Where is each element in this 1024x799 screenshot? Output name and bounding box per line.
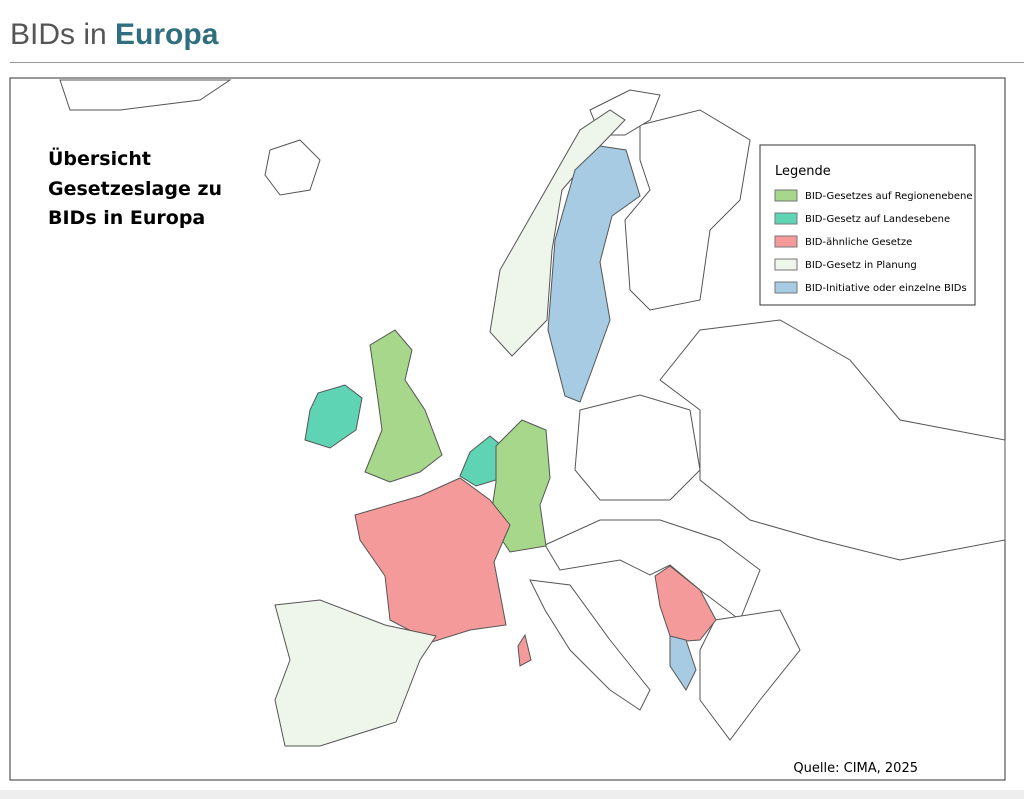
eastern-europe (659, 319, 1006, 561)
italy (529, 579, 651, 711)
poland (574, 394, 701, 501)
divider (10, 62, 1024, 63)
central-europe (544, 519, 761, 621)
legend-swatch (774, 212, 798, 225)
map-title-line: Gesetzeslage zu (48, 178, 222, 200)
title-start: BIDs in (10, 18, 107, 51)
spain (274, 599, 437, 747)
norway (489, 109, 626, 357)
legend-swatch (774, 281, 798, 294)
ireland (304, 384, 363, 449)
united-kingdom (364, 329, 443, 483)
albania (669, 635, 697, 691)
title-highlight: Europa (115, 18, 219, 51)
legend-label: BID-Gesetzes auf Regionenebene (805, 191, 973, 202)
map-title-line: BIDs in Europa (48, 207, 205, 229)
background-land (59, 79, 1006, 741)
footer-bar (0, 790, 1024, 799)
map-title-line: Übersicht (48, 146, 151, 170)
corsica (517, 633, 532, 667)
balkans (699, 609, 801, 741)
france (354, 477, 511, 643)
legend-label: BID-Gesetz in Planung (805, 260, 917, 271)
legend-swatch (774, 189, 798, 202)
legend: Legende BID-Gesetzes auf Regionenebene BI… (759, 144, 976, 306)
legend-swatch (774, 235, 798, 248)
legend-label: BID-ähnliche Gesetze (805, 237, 912, 248)
legend-label: BID-Gesetz auf Landesebene (805, 214, 950, 225)
legend-box (759, 144, 976, 306)
finland (624, 109, 751, 311)
source: Quelle: CIMA, 2025 (793, 761, 918, 776)
legend-title: Legende (775, 164, 831, 179)
sweden (547, 145, 641, 403)
serbia (654, 565, 717, 643)
greenland (59, 79, 232, 111)
iceland (264, 139, 321, 196)
page-header: BIDs in Europa (10, 18, 218, 52)
countries (274, 109, 717, 747)
legend-swatch (774, 258, 798, 271)
legend-label: BID-Initiative oder einzelne BIDs (805, 283, 967, 294)
